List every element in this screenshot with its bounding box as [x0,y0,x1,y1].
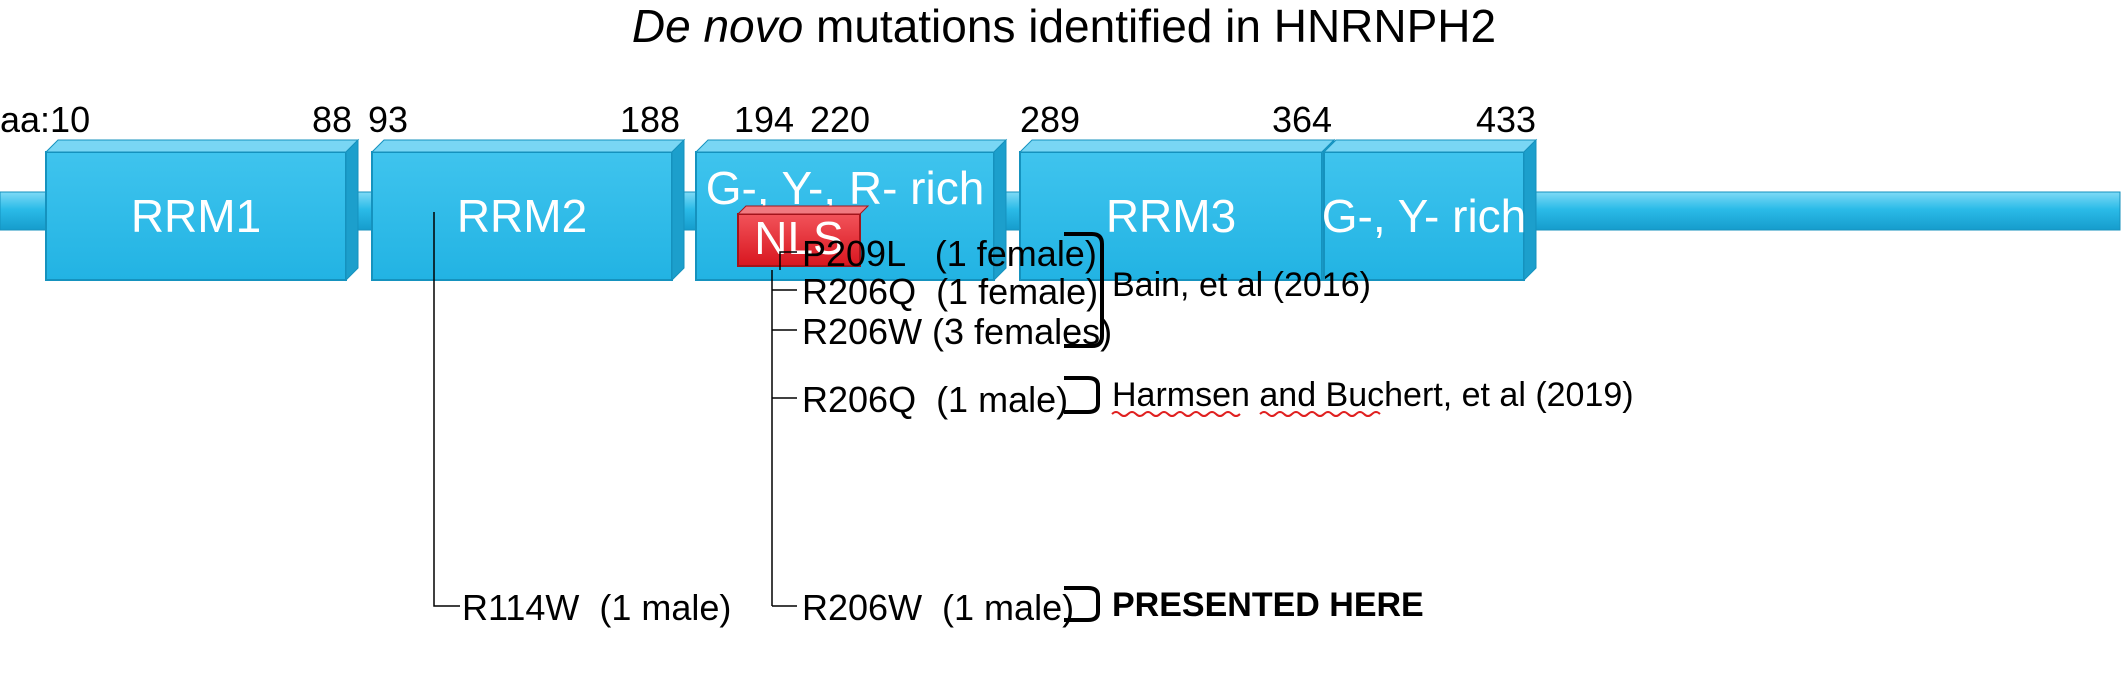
position-rrm3-start: 289 [1020,99,1080,140]
position-rrm3-end: 364 [1272,99,1332,140]
mutation-r206q-male: R206Q (1 male) [802,379,1068,420]
domain-rrm2: RRM2 [370,138,686,282]
mutation-p209l: P209L (1 female) [802,233,1097,274]
spellcheck-underlines [1111,411,1381,417]
domain-gy-rich: G-, Y- rich [1322,138,1538,282]
position-start: aa:10 [0,99,90,140]
position-gyr-start: 194 [734,99,794,140]
reference-bain: Bain, et al (2016) [1112,266,1371,304]
mutation-r206q-female: R206Q (1 female) [802,271,1098,312]
figure-title: De novo mutations identified in HNRNPH2 [632,0,1496,52]
domain-rrm1: RRM1 [44,138,360,282]
domain-label-rrm2: RRM2 [457,190,587,242]
domain-label-rrm3: RRM3 [1106,190,1236,242]
domain-label-rrm1: RRM1 [131,190,261,242]
reference-presented-here: PRESENTED HERE [1112,586,1424,624]
domain-label-gy-rich: G-, Y- rich [1322,190,1527,242]
reference-harmsen-buchert: Harmsen and Buchert, et al (2019) [1112,376,1634,414]
reference-brackets [1064,232,1104,622]
position-rrm2-end: 188 [620,99,680,140]
mutation-r206w-females: R206W (3 females) [802,311,1112,352]
domain-label-gyr-rich: G-, Y-, R- rich [706,162,985,214]
domain-rrm3: RRM3 [1018,138,1336,282]
mutation-connectors [433,212,797,607]
domain-label-nls: NLS [754,212,843,264]
position-rrm1-end: 88 [312,99,352,140]
position-end: 433 [1476,99,1536,140]
mutation-r114w: R114W (1 male) [462,587,731,628]
domain-nls: NLS [736,205,870,267]
position-rrm2-start: 93 [368,99,408,140]
position-nls-end: 220 [810,99,870,140]
mutation-r206w-male: R206W (1 male) [802,587,1074,628]
